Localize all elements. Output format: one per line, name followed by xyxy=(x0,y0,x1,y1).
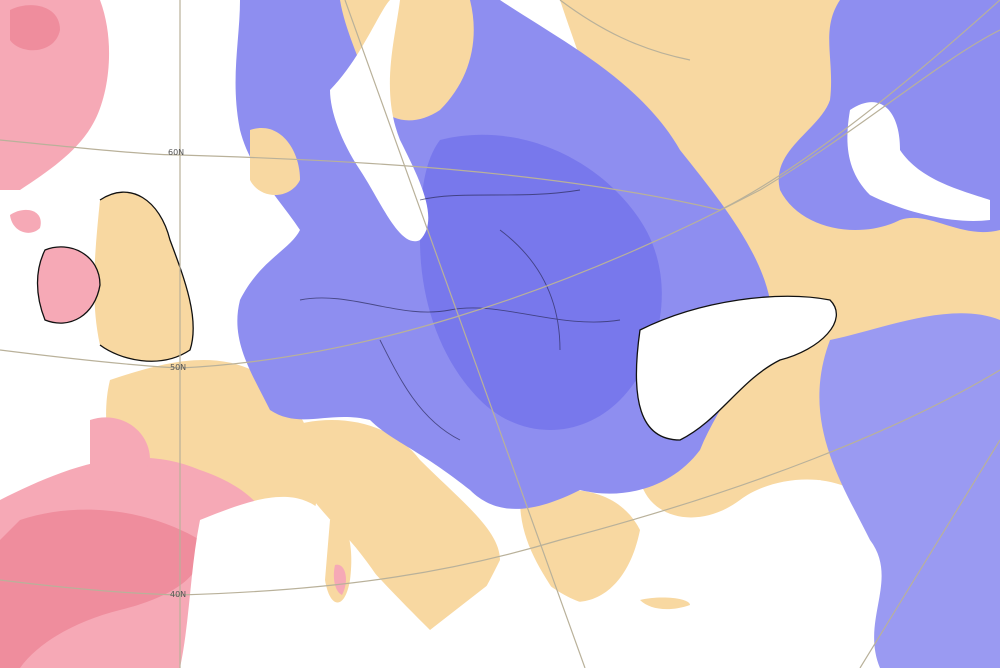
latitude-label: 40N xyxy=(170,590,186,599)
warm-area xyxy=(37,246,100,324)
black-sea xyxy=(636,296,837,440)
warm-area xyxy=(10,5,60,51)
baltic-sea xyxy=(330,0,429,242)
warm-area xyxy=(90,417,150,484)
neutral-area xyxy=(520,490,640,602)
latitude-line xyxy=(0,0,1000,211)
neutral-area xyxy=(94,192,194,362)
coastline xyxy=(99,191,194,362)
latitude-line xyxy=(0,29,1000,369)
island xyxy=(640,597,690,610)
longitude-line xyxy=(559,0,1000,668)
warm-area xyxy=(0,509,202,668)
country-border xyxy=(299,189,621,441)
latitude-line xyxy=(0,369,1000,596)
coastline xyxy=(36,246,101,324)
latitude-label: 60N xyxy=(168,148,184,157)
mediterranean-sea xyxy=(180,480,873,668)
neutral-area xyxy=(280,420,500,650)
island xyxy=(333,564,346,595)
coastline xyxy=(635,295,837,441)
longitude-line xyxy=(344,0,586,668)
latitude-label: 50N xyxy=(170,363,186,372)
caspian-sea xyxy=(847,102,990,221)
strong-cold-area xyxy=(420,134,662,430)
neutral-area xyxy=(250,128,300,195)
warm-area xyxy=(10,209,41,233)
cold-area xyxy=(819,313,1000,668)
